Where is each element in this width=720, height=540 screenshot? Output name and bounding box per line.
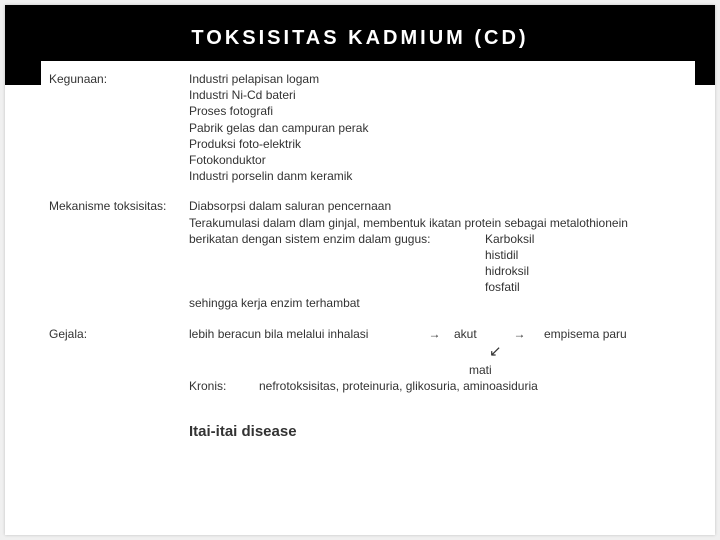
gejala-mati-text-line: mati [189, 362, 687, 378]
kegunaan-item: Produksi foto-elektrik [189, 136, 687, 152]
arrow-right-icon: → [494, 326, 544, 342]
gejala-mati: mati [469, 362, 492, 378]
gejala-akut: akut [454, 326, 494, 342]
kegunaan-item: Industri Ni-Cd bateri [189, 87, 687, 103]
kronis-label: Kronis: [189, 378, 259, 394]
kegunaan-label: Kegunaan: [49, 71, 189, 184]
mekanisme-row: Mekanisme toksisitas: Diabsorpsi dalam s… [49, 198, 687, 311]
gugus-block: berikatan dengan sistem enzim dalam gugu… [189, 231, 687, 296]
kegunaan-row: Kegunaan: Industri pelapisan logam Indus… [49, 71, 687, 184]
kegunaan-item: Proses fotografi [189, 103, 687, 119]
gejala-values: lebih beracun bila melalui inhalasi → ak… [189, 326, 687, 443]
gejala-akut-line: lebih beracun bila melalui inhalasi → ak… [189, 326, 687, 342]
itai-disease: Itai-itai disease [189, 422, 687, 442]
gejala-empisema: empisema paru [544, 326, 627, 342]
slide: TOKSISITAS KADMIUM (CD) Kegunaan: Indust… [5, 5, 715, 535]
kegunaan-item: Industri pelapisan logam [189, 71, 687, 87]
content-area: Kegunaan: Industri pelapisan logam Indus… [41, 61, 695, 477]
kegunaan-item: Pabrik gelas dan campuran perak [189, 120, 687, 136]
gugus-item: histidil [189, 247, 687, 263]
gejala-row: Gejala: lebih beracun bila melalui inhal… [49, 326, 687, 443]
kegunaan-values: Industri pelapisan logam Industri Ni-Cd … [189, 71, 687, 184]
gugus-line: berikatan dengan sistem enzim dalam gugu… [189, 231, 687, 247]
arrow-right-icon: → [414, 326, 454, 342]
gejala-inhalasi: lebih beracun bila melalui inhalasi [189, 326, 414, 342]
gejala-mati-line: ↙ [189, 342, 687, 362]
mekanisme-line: sehingga kerja enzim terhambat [189, 295, 687, 311]
mekanisme-values: Diabsorpsi dalam saluran pencernaan Tera… [189, 198, 687, 311]
kronis-text: nefrotoksisitas, proteinuria, glikosuria… [259, 378, 538, 394]
gugus-item: hidroksil [189, 263, 687, 279]
arrow-downleft-icon: ↙ [489, 342, 529, 362]
mekanisme-label: Mekanisme toksisitas: [49, 198, 189, 311]
gugus-item: Karboksil [485, 231, 534, 247]
mekanisme-line: Diabsorpsi dalam saluran pencernaan [189, 198, 687, 214]
gejala-kronis-line: Kronis: nefrotoksisitas, proteinuria, gl… [189, 378, 687, 394]
slide-title: TOKSISITAS KADMIUM (CD) [5, 27, 715, 50]
kegunaan-item: Industri porselin danm keramik [189, 168, 687, 184]
gugus-item: fosfatil [189, 279, 687, 295]
gejala-label: Gejala: [49, 326, 189, 443]
gugus-intro: berikatan dengan sistem enzim dalam gugu… [189, 231, 485, 247]
kegunaan-item: Fotokonduktor [189, 152, 687, 168]
mekanisme-line: Terakumulasi dalam dlam ginjal, membentu… [189, 215, 687, 231]
